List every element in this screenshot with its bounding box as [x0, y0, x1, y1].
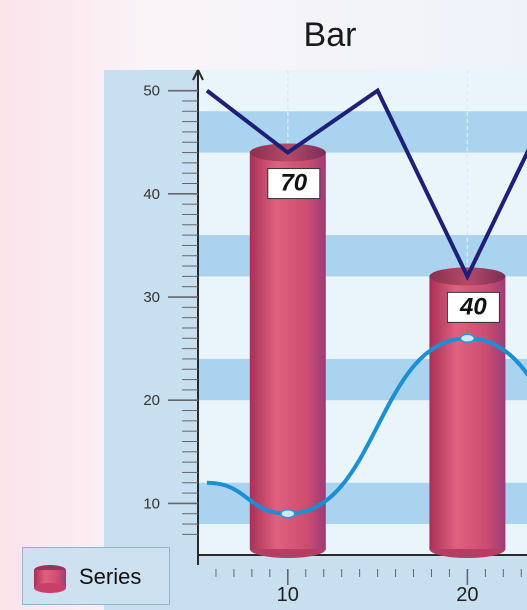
data-label: 40	[459, 293, 487, 320]
x-tick-label: 10	[277, 584, 299, 606]
y-tick-label: 50	[143, 83, 160, 100]
y-tick-label: 10	[143, 495, 160, 512]
y-tick-label: 40	[143, 186, 160, 203]
y-tick-label: 30	[143, 289, 160, 306]
line-series	[205, 87, 527, 281]
data-label-box	[267, 168, 321, 200]
legend-swatch	[34, 565, 66, 593]
bar	[249, 143, 326, 558]
data-label-box	[446, 291, 500, 323]
y-tick-label: 20	[143, 392, 160, 409]
smooth-point	[280, 508, 296, 519]
smooth-series	[206, 336, 527, 516]
data-label: 70	[280, 170, 307, 197]
smooth-point	[459, 333, 476, 344]
legend-label-series: Series	[79, 564, 142, 589]
y-axis-arrow	[192, 69, 199, 81]
legend: Series	[22, 547, 170, 605]
grid-band	[198, 111, 527, 153]
bar-body	[249, 152, 326, 549]
chart-title: Bar	[303, 16, 357, 54]
y-axis-arrow	[197, 69, 204, 81]
x-tick-label: 20	[456, 584, 478, 606]
